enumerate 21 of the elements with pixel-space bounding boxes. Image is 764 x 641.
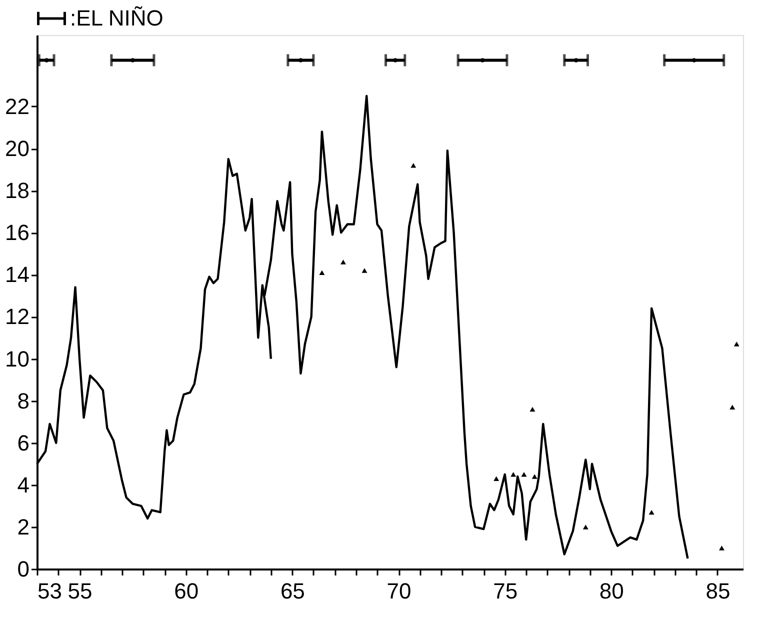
x-tick-label: 70 — [386, 578, 412, 604]
y-tick-label: 8 — [17, 388, 30, 414]
y-tick-label: 16 — [5, 220, 30, 246]
x-tick-label: 75 — [493, 578, 518, 604]
x-tick-label: 80 — [599, 578, 624, 604]
y-tick-label: 2 — [17, 514, 30, 540]
x-tick-label: 55 — [68, 578, 92, 604]
x-tick-label: 65 — [280, 578, 305, 604]
y-tick-label: 12 — [5, 304, 30, 330]
y-tick-label: 6 — [17, 430, 30, 456]
y-tick-label: 10 — [5, 346, 30, 372]
x-tick-label: 60 — [174, 578, 199, 604]
y-tick-label: 14 — [5, 262, 30, 288]
y-tick-label: 20 — [5, 136, 30, 162]
y-tick-label: 22 — [5, 94, 30, 119]
y-tick-label: 4 — [17, 472, 30, 498]
x-tick-label: 53 — [38, 578, 62, 604]
x-tick-label: 85 — [706, 578, 730, 604]
y-tick-label: 18 — [5, 178, 30, 204]
y-tick-label: 0 — [17, 556, 30, 582]
legend-label: :EL NIÑO — [70, 6, 164, 30]
